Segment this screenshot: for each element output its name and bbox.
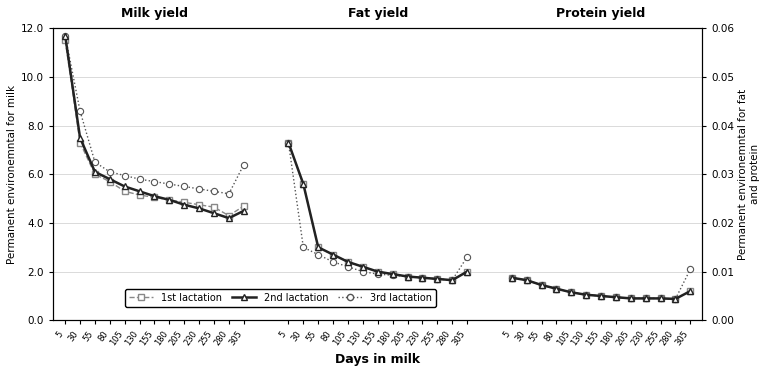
Legend: 1st lactation, 2nd lactation, 3rd lactation: 1st lactation, 2nd lactation, 3rd lactat… <box>125 289 436 307</box>
Y-axis label: Permanent environemntal for milk: Permanent environemntal for milk <box>7 85 17 264</box>
Text: Protein yield: Protein yield <box>556 7 646 20</box>
X-axis label: Days in milk: Days in milk <box>335 353 420 366</box>
Y-axis label: Permanent environemntal for fat
and protein: Permanent environemntal for fat and prot… <box>739 89 760 260</box>
Text: Fat yield: Fat yield <box>347 7 408 20</box>
Text: Milk yield: Milk yield <box>121 7 188 20</box>
